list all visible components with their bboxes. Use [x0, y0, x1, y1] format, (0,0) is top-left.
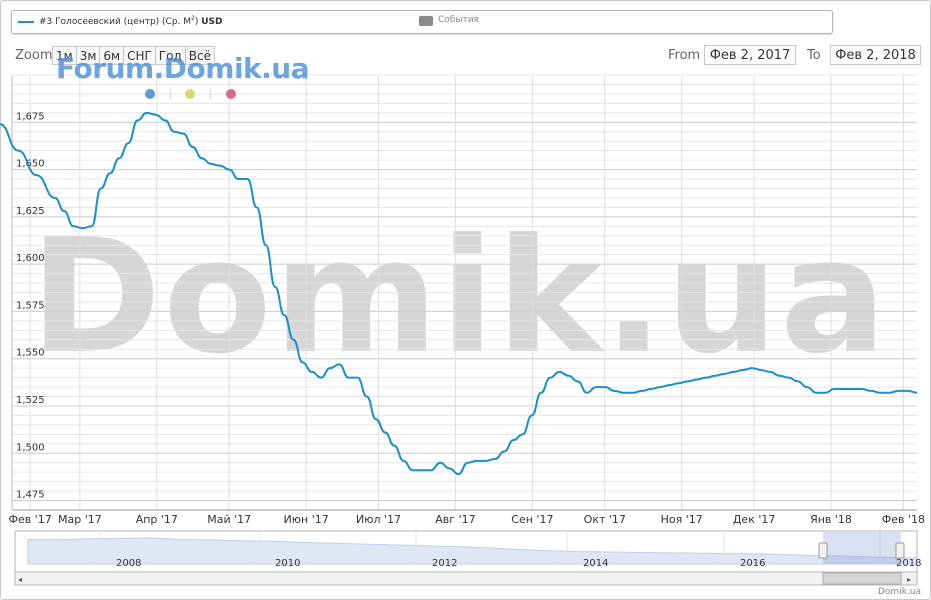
series-line	[0, 111, 918, 476]
navigator-handle[interactable]	[895, 542, 905, 559]
navigator-year-label: 2012	[432, 558, 457, 569]
dot-yellow	[185, 89, 195, 99]
zoom-6m-button[interactable]: 6м	[99, 46, 125, 65]
y-axis-ticks: 1,475 1,500 1,525 1,550 1,575 1,600 1,625 1,650…	[16, 111, 45, 500]
to-label: To	[807, 48, 821, 63]
x-tick-label: Июл '17	[356, 513, 401, 526]
footer-credit: Domik.ua	[878, 587, 921, 597]
dot-pink	[226, 89, 236, 99]
x-tick-label: Окт '17	[584, 513, 626, 526]
x-tick-label: Янв '18	[810, 513, 852, 526]
dot-separator	[170, 88, 171, 100]
navigator-year-label: 2010	[275, 558, 300, 569]
navigator-year-label: 2008	[116, 558, 141, 569]
scrollbar-right-arrow[interactable]: ▸	[907, 575, 911, 584]
y-tick-label: 1,525	[16, 395, 45, 406]
scrollbar-left-arrow[interactable]: ◂	[18, 575, 22, 584]
from-date-input[interactable]: Фев 2, 2017	[704, 45, 796, 65]
zoom-button-group: 1м 3м 6м СНГ Год Всё	[52, 46, 215, 65]
x-tick-label: Апр '17	[136, 513, 178, 526]
y-tick-label: 1,475	[16, 490, 45, 501]
zoom-label: Zoom	[15, 48, 53, 63]
legend-series-label[interactable]: #3 Голосеевский (центр) (Ср. М2) USD	[39, 15, 223, 27]
y-tick-label: 1,500	[16, 442, 45, 453]
to-date-input[interactable]: Фев 2, 2018	[830, 45, 921, 65]
x-tick-label: Дек '17	[733, 513, 776, 526]
y-tick-label: 1,600	[16, 253, 45, 264]
legend: #3 Голосеевский (центр) (Ср. М2) USD Соб…	[11, 10, 833, 34]
x-tick-label: Май '17	[207, 513, 251, 526]
legend-series-swatch	[18, 21, 34, 23]
navigator-handle[interactable]	[818, 542, 828, 559]
scrollbar-thumb[interactable]	[822, 572, 902, 585]
y-tick-label: 1,625	[16, 206, 45, 217]
scrollbar-track	[14, 571, 918, 586]
navigator: 2008 2010 2012 2014 2016 2018 ◂ ▸	[14, 530, 921, 586]
navigator-year-label: 2016	[740, 558, 765, 569]
legend-events-label[interactable]: События	[438, 15, 479, 25]
y-tick-label: 1,550	[16, 348, 45, 359]
dot-blue	[145, 89, 155, 99]
navigator-year-label: 2018	[896, 558, 921, 569]
y-tick-label: 1,675	[16, 111, 45, 122]
grid-lines	[11, 74, 917, 511]
y-tick-label: 1,650	[16, 159, 45, 170]
from-label: From	[668, 48, 701, 63]
x-tick-label: Ноя '17	[661, 513, 703, 526]
navigator-year-label: 2014	[583, 558, 608, 569]
navigator-area	[27, 537, 918, 565]
x-axis-ticks: Фев '17 Мар '17 Апр '17 Май '17 Июн '17 Июл '…	[8, 513, 925, 526]
x-tick-label: Фев '18	[882, 513, 925, 526]
dot-separator	[210, 88, 211, 100]
x-tick-label: Мар '17	[58, 513, 102, 526]
x-tick-label: Сен '17	[511, 513, 553, 526]
x-tick-label: Июн '17	[284, 513, 329, 526]
y-tick-label: 1,575	[16, 300, 45, 311]
watermark-forum-domik: Forum.Domik.ua	[56, 52, 310, 85]
x-tick-label: Авг '17	[435, 513, 475, 526]
legend-events-swatch	[419, 16, 433, 26]
zoom-1m-button[interactable]: 1м	[52, 46, 77, 65]
zoom-ytd-button[interactable]: СНГ	[123, 46, 156, 65]
x-tick-label: Фев '17	[8, 513, 51, 526]
navigator-selection	[823, 532, 901, 564]
zoom-all-button[interactable]: Всё	[184, 46, 215, 65]
